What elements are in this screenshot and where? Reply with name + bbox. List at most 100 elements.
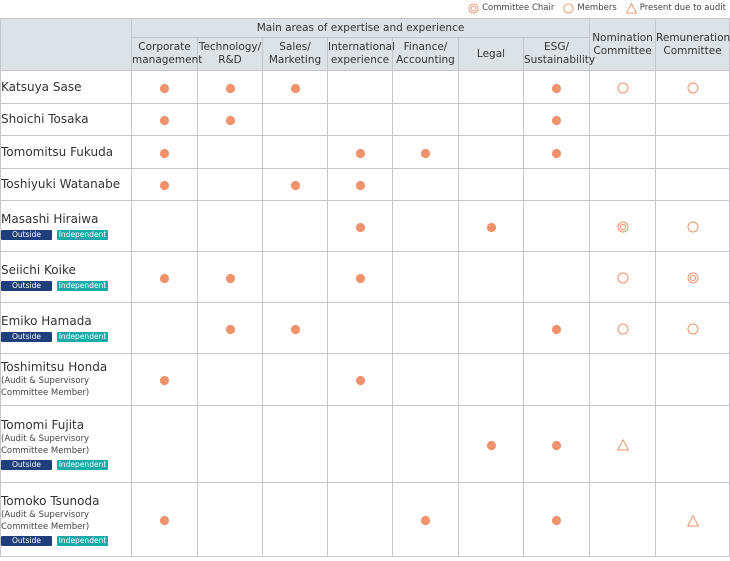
expertise-cell <box>197 70 263 104</box>
expertise-dot-icon <box>355 148 365 158</box>
expertise-cell <box>522 251 591 303</box>
expertise-dot-icon <box>290 180 300 191</box>
remuneration-cell <box>655 135 730 169</box>
nomination-cell <box>589 251 657 303</box>
director-cell: Tomomi Fujita (Audit & Supervisory Committ… <box>0 405 132 483</box>
director-cell: Masashi Hiraiwa Outside Independent <box>0 200 132 252</box>
nomination-cell <box>589 135 657 169</box>
header-text-line: Technology/ <box>198 41 262 53</box>
expertise-dot-icon <box>290 324 300 334</box>
remuneration-cell <box>655 251 730 303</box>
expertise-dot-icon <box>159 115 170 126</box>
header-text-line: Committee <box>663 44 722 57</box>
badge-group: Outside Independent <box>1 281 131 291</box>
expertise-dot-icon <box>551 324 562 334</box>
expertise-cell <box>458 135 524 169</box>
expertise-cell <box>522 302 591 354</box>
area-header: International experience <box>327 37 396 71</box>
area-header: Legal <box>458 37 524 71</box>
triangle-icon <box>625 2 637 14</box>
expertise-cell <box>131 168 198 201</box>
expertise-cell <box>458 251 524 303</box>
expertise-cell <box>262 200 328 252</box>
remuneration-committee-header: Remuneration Committee <box>655 18 730 71</box>
expertise-cell <box>327 200 393 252</box>
expertise-dot-icon <box>225 324 235 334</box>
outside-badge: Outside <box>1 460 52 470</box>
expertise-dot-icon <box>551 148 562 158</box>
expertise-dot-icon <box>551 440 562 450</box>
expertise-cell <box>131 135 198 169</box>
area-header: ESG/Sustainability <box>522 37 595 71</box>
legend-label: Committee Chair <box>482 3 555 13</box>
expertise-dot-icon <box>159 83 170 93</box>
expertise-cell <box>327 251 393 303</box>
expertise-cell <box>197 482 263 557</box>
expertise-cell <box>197 200 263 252</box>
nomination-cell <box>589 70 657 104</box>
header-text-line: International <box>328 41 396 53</box>
expertise-cell <box>522 135 591 169</box>
expertise-dot-icon <box>355 222 365 232</box>
director-row: Toshimitsu Honda (Audit & Supervisory Comm… <box>0 353 730 406</box>
expertise-cell <box>458 353 524 406</box>
expertise-cell <box>327 168 393 201</box>
expertise-dot-icon <box>225 83 235 93</box>
remuneration-cell <box>655 103 730 136</box>
director-name: Seiichi Koike <box>1 263 76 277</box>
area-header: Corporate management <box>131 37 202 71</box>
director-cell: Tomomitsu Fukuda <box>0 135 132 169</box>
director-cell: Seiichi Koike Outside Independent <box>0 251 132 303</box>
expertise-cell <box>197 353 263 406</box>
remuneration-cell <box>655 168 730 201</box>
director-cell: Shoichi Tosaka <box>0 103 132 136</box>
member-circle-icon <box>687 323 699 335</box>
director-row: Tomomi Fujita (Audit & Supervisory Committ… <box>0 405 730 483</box>
header-text-line: Sales/ <box>279 41 311 53</box>
header-text-line: Committee <box>593 44 652 57</box>
independent-badge: Independent <box>57 460 108 470</box>
expertise-dot-icon <box>551 515 562 526</box>
expertise-group-header: Main areas of expertise and experience <box>130 18 591 38</box>
badge-group: Outside Independent <box>1 535 131 546</box>
director-name: Emiko Hamada <box>1 314 92 328</box>
expertise-cell <box>327 353 393 406</box>
badge-group: Outside Independent <box>1 230 131 240</box>
director-role: (Audit & Supervisory <box>1 376 90 386</box>
expertise-dot-icon <box>290 83 300 93</box>
director-row: Katsuya Sase <box>0 70 730 104</box>
outside-badge: Outside <box>1 230 52 240</box>
nomination-cell <box>589 200 657 252</box>
header-text-line: ESG/ <box>544 41 569 53</box>
legend-label: Members <box>577 3 617 13</box>
member-circle-icon <box>687 82 699 94</box>
badge-group: Outside Independent <box>1 332 131 342</box>
legend-item: Present due to audit <box>625 2 726 14</box>
expertise-cell <box>131 251 198 303</box>
audit-triangle-icon <box>686 514 699 526</box>
director-role: Committee Member) <box>1 521 90 532</box>
expertise-cell <box>522 103 591 136</box>
nomination-cell <box>589 168 657 201</box>
header-text-line: Marketing <box>268 54 322 66</box>
expertise-dot-icon <box>551 83 562 93</box>
director-cell: Toshimitsu Honda (Audit & Supervisory Comm… <box>0 353 132 406</box>
director-row: Seiichi Koike Outside Independent <box>0 251 730 303</box>
expertise-cell <box>197 251 263 303</box>
remuneration-cell <box>655 200 730 252</box>
expertise-cell <box>522 405 591 483</box>
expertise-cell <box>197 135 263 169</box>
expertise-dot-icon <box>355 273 365 283</box>
expertise-dot-icon <box>159 148 170 158</box>
nomination-cell <box>589 482 657 557</box>
director-row: Tomoko Tsunoda (Audit & Supervisory Commit… <box>0 482 730 557</box>
expertise-cell <box>131 302 198 354</box>
expertise-cell <box>522 168 591 201</box>
expertise-cell <box>458 70 524 104</box>
expertise-cell <box>262 482 328 557</box>
director-name: Tomomi Fujita <box>1 418 85 432</box>
nomination-cell <box>589 405 657 483</box>
expertise-cell <box>262 251 328 303</box>
director-row: Tomomitsu Fukuda <box>0 135 730 169</box>
director-role: (Audit & Supervisory <box>1 509 90 520</box>
